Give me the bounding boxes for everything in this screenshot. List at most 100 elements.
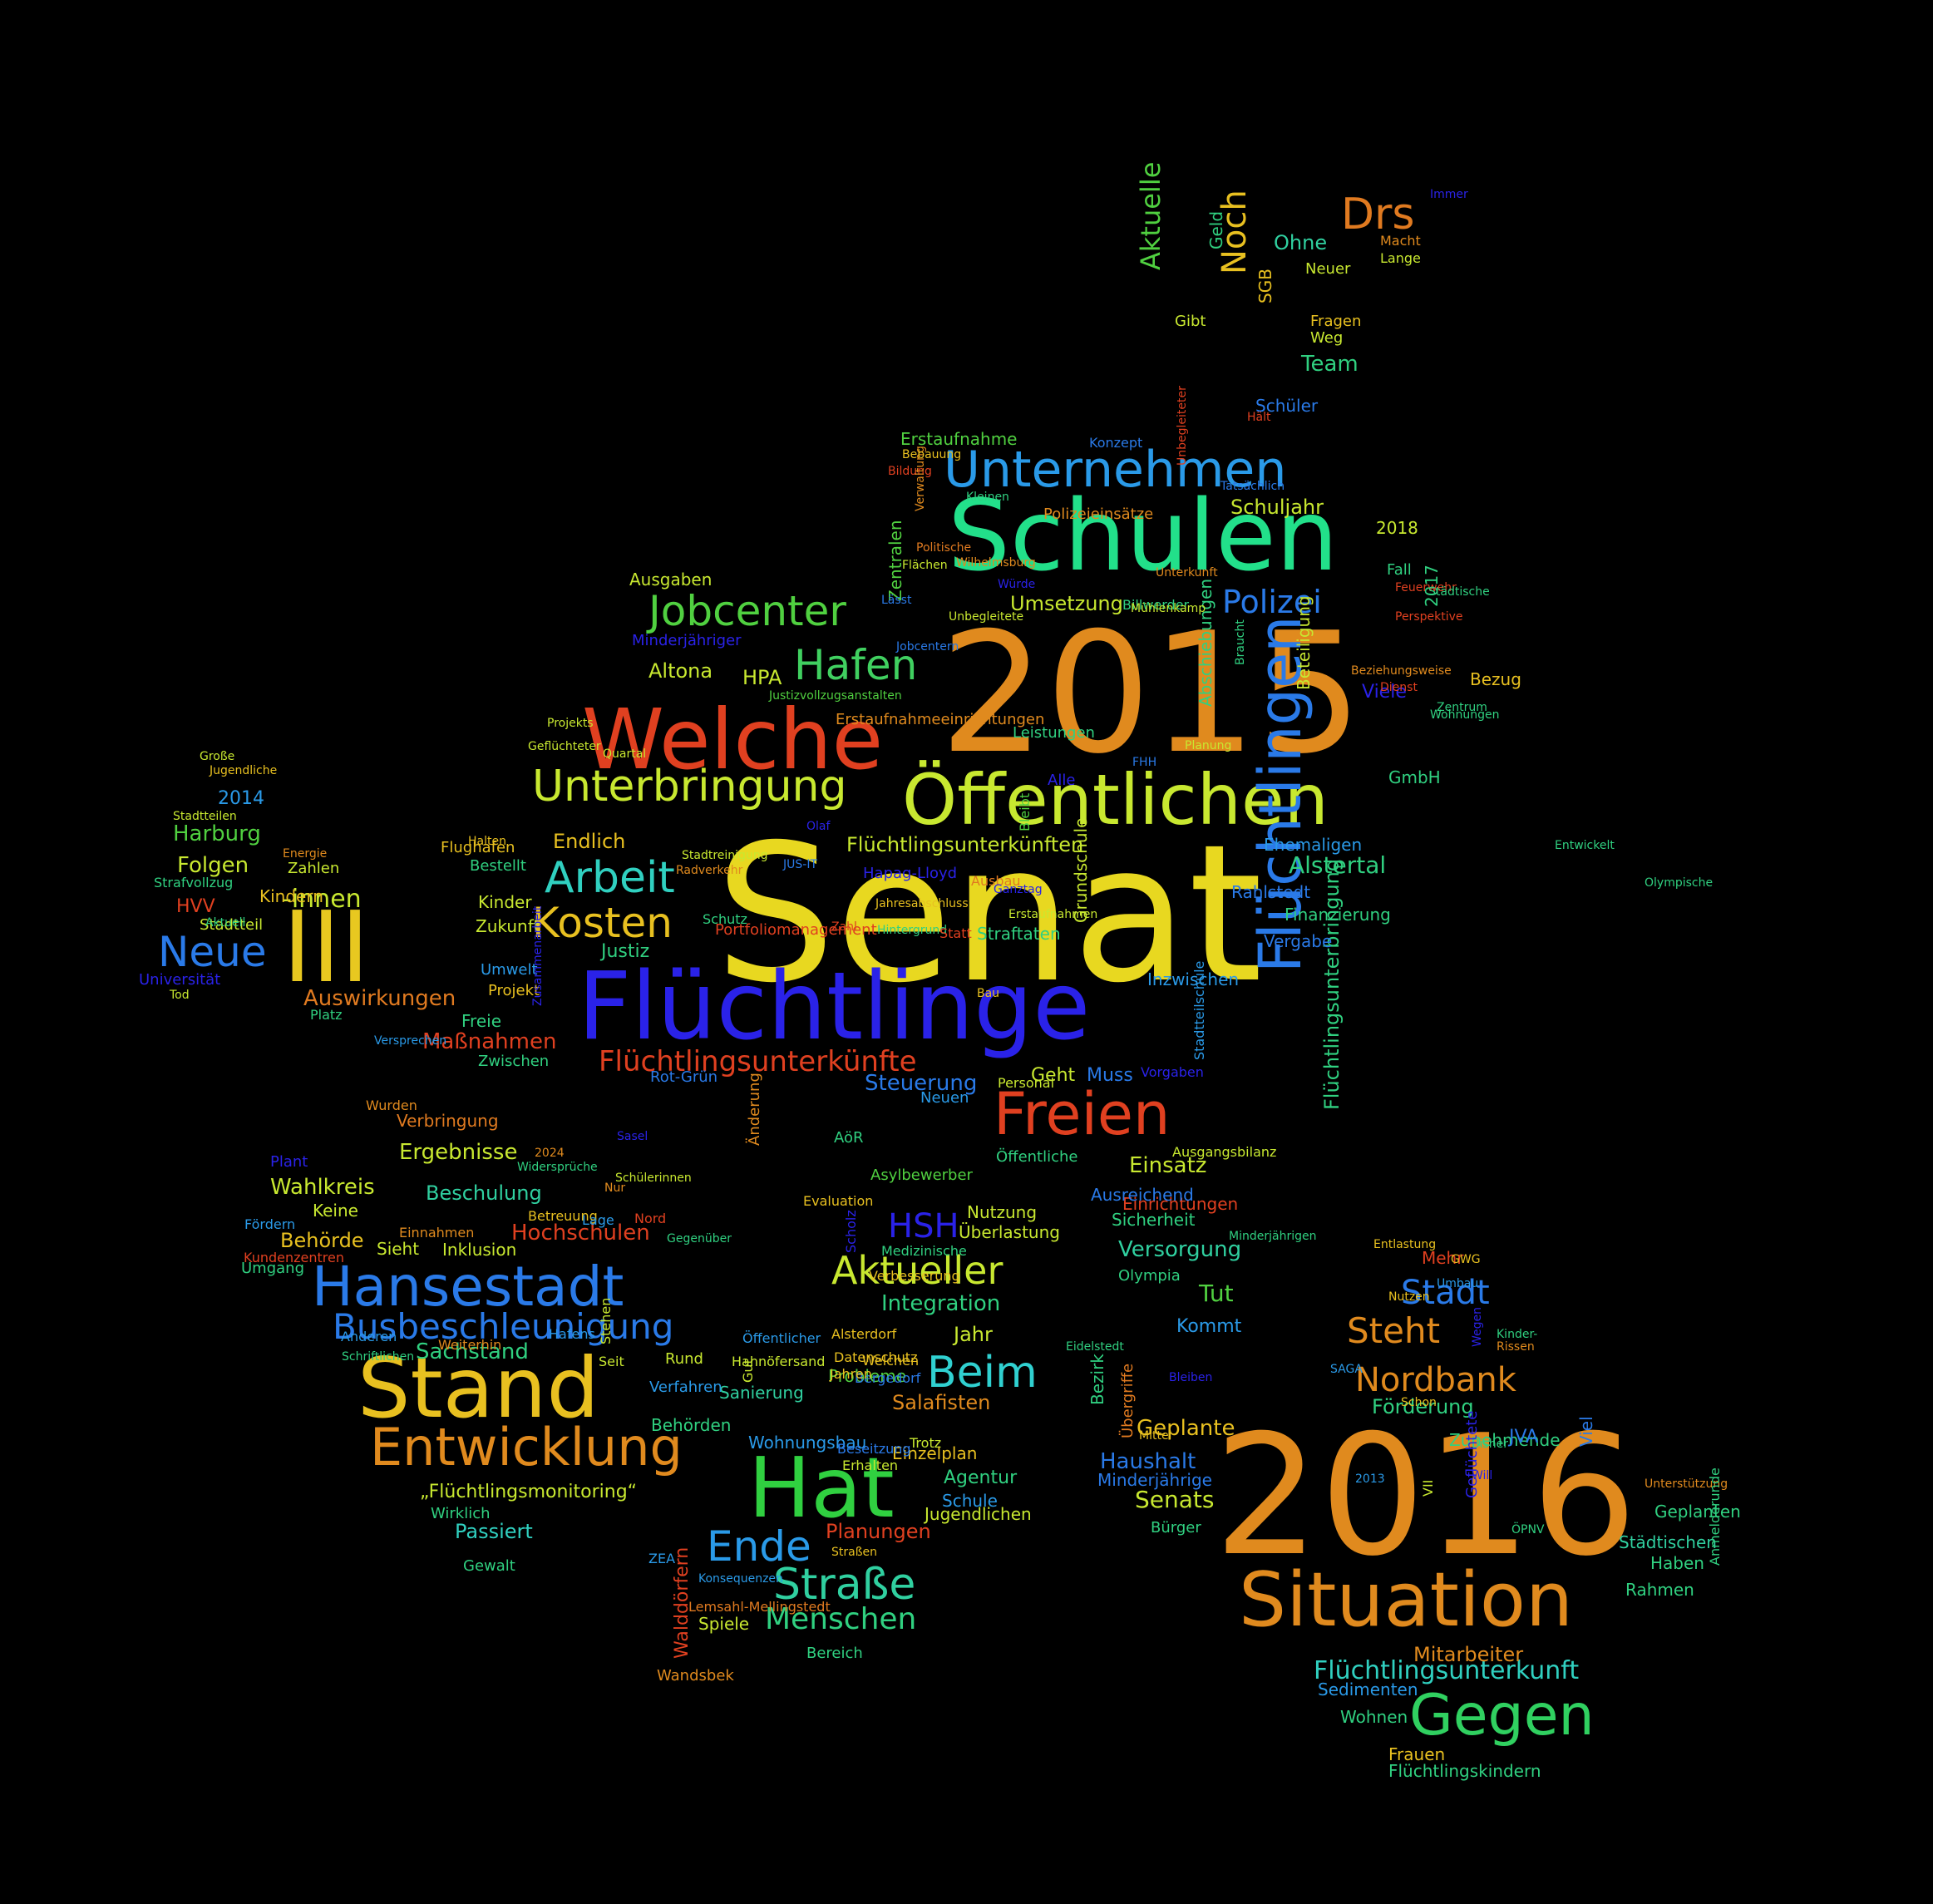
word-statt: Statt — [939, 925, 972, 941]
word-immer: Immer — [1430, 188, 1468, 201]
word-sieht: Sieht — [377, 1239, 420, 1259]
word-jugendlichen: Jugendlichen — [925, 1504, 1032, 1524]
word-mitarbeiter: Mitarbeiter — [1413, 1643, 1524, 1666]
word-welche: Welche — [582, 691, 884, 788]
word-weg: Weg — [1310, 329, 1344, 347]
word-unterbringung: Unterbringung — [532, 762, 847, 811]
word-frauen: Frauen — [1388, 1744, 1446, 1764]
word-oepnv: ÖPNV — [1511, 1523, 1545, 1537]
word-geld: Geld — [1206, 210, 1226, 249]
word-oeffentlichen: Öffentlichen — [902, 759, 1329, 841]
word-vergabe: Vergabe — [1264, 931, 1333, 951]
word-plant: Plant — [270, 1153, 308, 1171]
word-anderen: Anderen — [341, 1329, 397, 1344]
word-tut: Tut — [1199, 1280, 1234, 1307]
word-hochschulen: Hochschulen — [511, 1221, 650, 1245]
word-schulen: Schulen — [948, 478, 1339, 593]
word-busbeschleunigung: Busbeschleunigung — [333, 1306, 674, 1347]
word-beziehungsweise: Beziehungsweise — [1351, 664, 1452, 678]
word-entlastung: Entlastung — [1373, 1238, 1437, 1251]
word-versprechen: Versprechen — [374, 1034, 447, 1048]
word-nordbank: Nordbank — [1355, 1361, 1516, 1399]
word-inklusion: Inklusion — [442, 1240, 517, 1260]
word-spiele: Spiele — [698, 1614, 750, 1634]
word-will: Will — [1472, 1469, 1493, 1482]
word-planung: Planung — [1185, 739, 1232, 752]
word-endlich: Endlich — [553, 830, 626, 853]
word-anmelderunde: Anmelderunde — [1707, 1467, 1723, 1566]
word-fluechtlingskindern: Flüchtlingskindern — [1388, 1761, 1541, 1781]
word-stadtteilschule: Stadtteilschule — [1191, 960, 1207, 1060]
word-weiterhin: Weiterhin — [438, 1337, 502, 1353]
word-olympia: Olympia — [1118, 1267, 1181, 1285]
word-kosten: Kosten — [532, 899, 673, 947]
word-umwelt: Umwelt — [481, 961, 538, 979]
word-asylbewerber: Asylbewerber — [870, 1167, 973, 1184]
word-trotz: Trotz — [910, 1435, 942, 1451]
word-beteiligung: Beteiligung — [1294, 595, 1314, 690]
word-kinder: Kinder- — [1497, 1328, 1538, 1341]
word-jahren: Jahren — [830, 1366, 872, 1382]
word-nord: Nord — [634, 1211, 667, 1226]
word-erhalten: Erhalten — [842, 1458, 899, 1473]
word-uebergriffe: Übergriffe — [1119, 1363, 1137, 1438]
word-rahlstedt: Rahlstedt — [1231, 882, 1311, 902]
word-hafen: Hafen — [794, 641, 918, 689]
word-quartal: Quartal — [603, 747, 647, 761]
word-sasel: Sasel — [617, 1130, 648, 1143]
word-polizei: Polizei — [1222, 584, 1322, 620]
word-ausbau: Ausbau — [971, 873, 1021, 889]
word-stadtteilen: Stadtteilen — [173, 810, 237, 823]
word-schon: Schon — [1401, 1396, 1437, 1409]
word-perspektive: Perspektive — [1395, 610, 1463, 624]
word-tod: Tod — [170, 989, 190, 1002]
word-foerderung: Förderung — [1372, 1395, 1474, 1418]
word-schuelerinnen: Schülerinnen — [615, 1172, 692, 1185]
word-strafvollzug: Strafvollzug — [154, 875, 234, 890]
word-behoerden: Behörden — [651, 1415, 732, 1435]
word-beschulung: Beschulung — [426, 1181, 542, 1205]
word-schutz: Schutz — [703, 911, 747, 927]
word-straftaten: Straftaten — [977, 924, 1061, 944]
word-macht: Macht — [1380, 233, 1421, 249]
word-lange: Lange — [1380, 250, 1421, 266]
word-gefluechtete: Geflüchtete — [1463, 1410, 1481, 1498]
word-haelt: Hält — [1247, 411, 1271, 424]
word-stadtreinigung: Stadtreinigung — [682, 849, 768, 862]
word-lemsahl-mellingstedt: Lemsahl-Mellingstedt — [688, 1599, 831, 1615]
word-lage: Lage — [582, 1212, 614, 1228]
word-ergebnisse: Ergebnisse — [399, 1140, 518, 1165]
word-stadtteil: Stadtteil — [200, 916, 264, 934]
word-gefluechteter: Geflüchteter — [528, 740, 601, 753]
word-vii: VII — [1420, 1479, 1436, 1497]
word-stand: Stand — [358, 1339, 599, 1437]
word-laesst: Lässt — [881, 594, 912, 607]
word-alle: Alle — [1048, 772, 1076, 789]
word-neuer: Neuer — [1305, 260, 1351, 278]
word-scholz: Scholz — [843, 1210, 859, 1253]
word-drs: Drs — [1341, 190, 1415, 239]
word-fall: Fall — [1387, 561, 1412, 579]
word-folgen: Folgen — [177, 853, 249, 878]
word-behoerde: Behörde — [280, 1229, 364, 1252]
word-aoer: AöR — [834, 1129, 864, 1147]
word-schuljahr: Schuljahr — [1230, 496, 1324, 519]
word-integration: Integration — [881, 1291, 1001, 1316]
word-2018: 2018 — [1376, 518, 1418, 538]
word-unternehmen: Unternehmen — [944, 441, 1287, 499]
word-team: Team — [1301, 352, 1359, 377]
word-kleinen: Kleinen — [966, 491, 1009, 504]
word-entwicklung: Entwicklung — [370, 1417, 683, 1477]
word-portfoliomanagement: Portfoliomanagement — [715, 921, 877, 939]
word-ausgaben: Ausgaben — [629, 570, 713, 589]
word-wegen: Wegen — [1471, 1306, 1484, 1347]
word-minderjaehrige: Minderjährige — [1097, 1470, 1212, 1490]
word-oeffentliche: Öffentliche — [996, 1148, 1078, 1166]
word-strasse: Straße — [773, 1560, 916, 1610]
word-datenschutz: Datenschutz — [834, 1349, 918, 1365]
word-hpa: HPA — [742, 666, 782, 689]
word-fhh: FHH — [1132, 756, 1157, 769]
word-probleme: Probleme — [828, 1366, 907, 1386]
word-beseitzung: Beseitzung — [837, 1441, 911, 1457]
